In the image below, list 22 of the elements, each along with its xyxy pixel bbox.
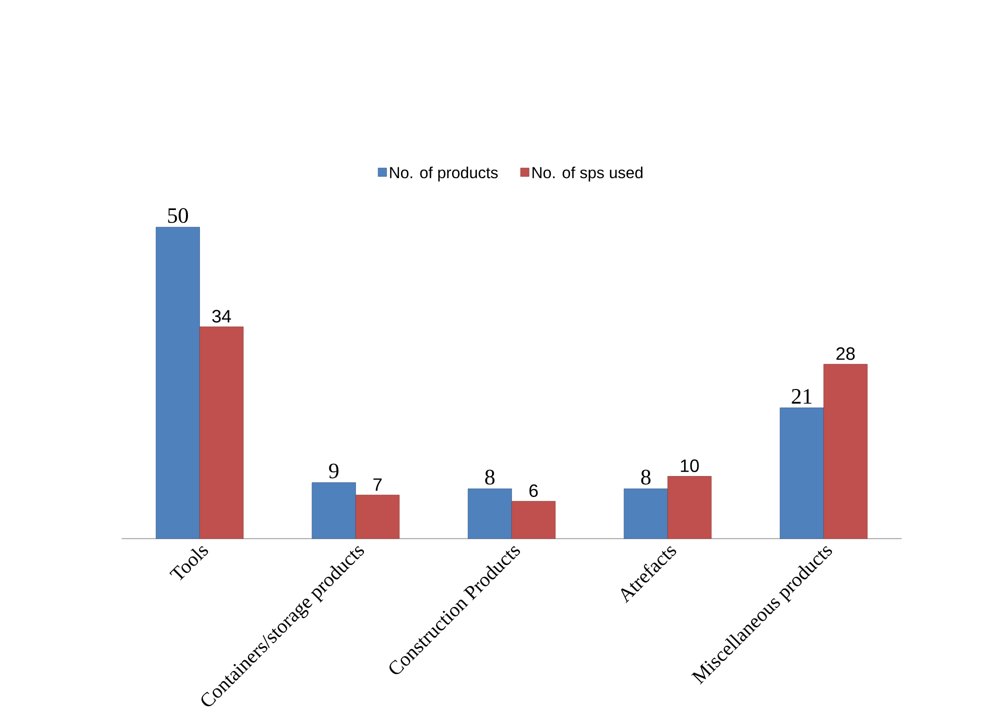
- data-label: 9: [329, 464, 338, 478]
- data-label: 50: [168, 208, 188, 223]
- legend-label: No. of products: [390, 166, 498, 182]
- legend-label: No. of sps used: [532, 166, 642, 182]
- bar: [823, 364, 868, 539]
- bar: [312, 482, 356, 539]
- data-label: 6: [529, 484, 538, 498]
- bar: [511, 501, 556, 539]
- data-label: 7: [373, 478, 382, 491]
- data-label: 21: [792, 389, 812, 404]
- bar: [667, 476, 712, 539]
- bar: [199, 326, 244, 539]
- bar: [355, 494, 400, 539]
- data-label: 8: [485, 470, 494, 485]
- data-label: 28: [836, 347, 855, 360]
- bar: [468, 488, 512, 539]
- data-label: 10: [680, 459, 699, 472]
- bar: [624, 488, 668, 539]
- bar: [156, 226, 200, 539]
- bar: [780, 408, 824, 539]
- data-label: 8: [641, 470, 650, 485]
- data-label: 34: [212, 310, 231, 323]
